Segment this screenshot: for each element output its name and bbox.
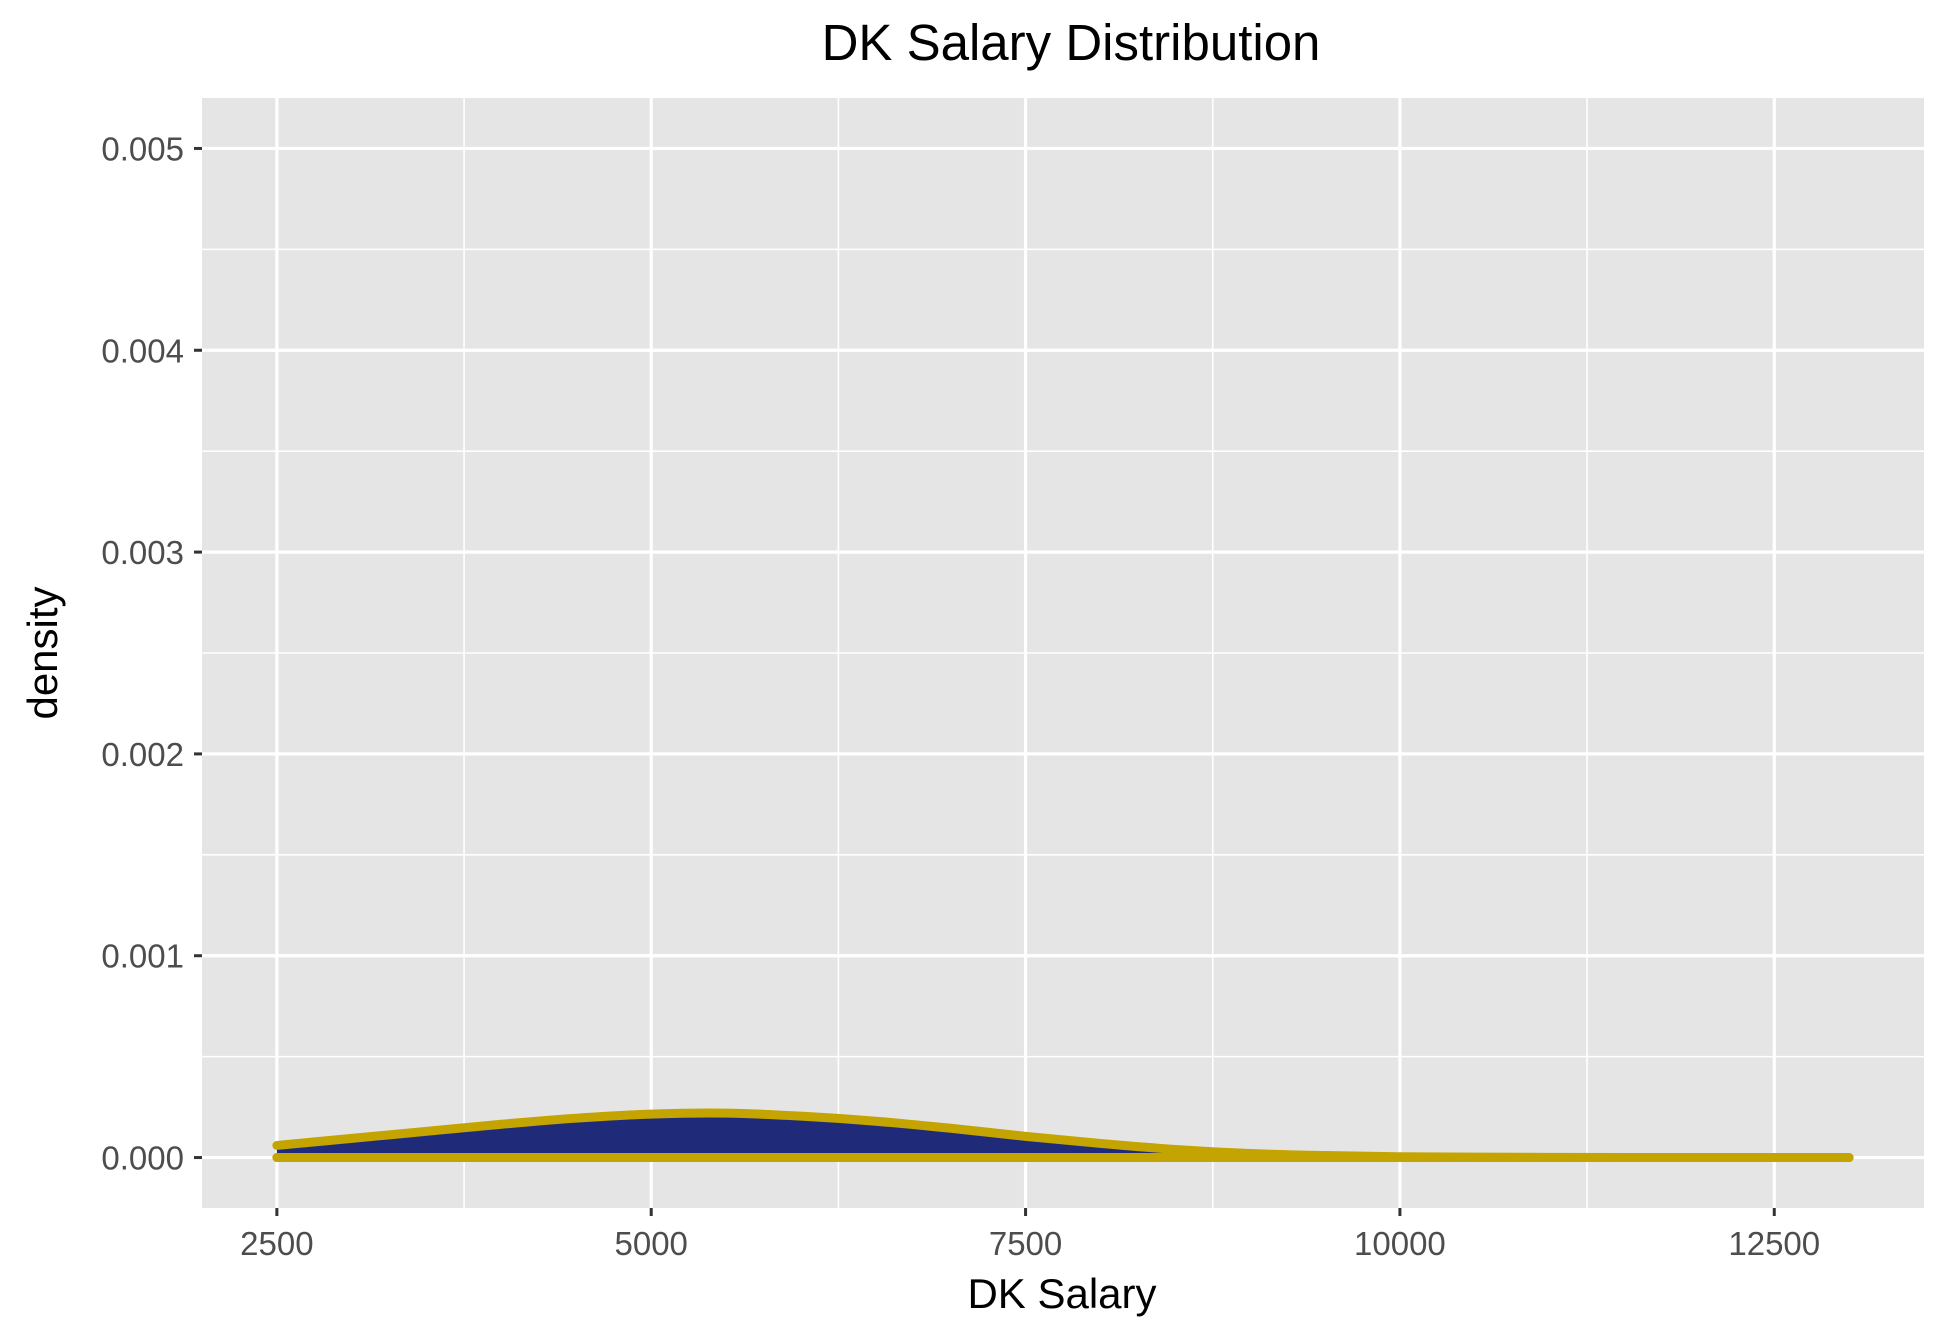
y-axis-title: density [19,586,66,719]
chart-title: DK Salary Distribution [822,14,1321,71]
x-tick-label: 2500 [240,1225,313,1262]
y-tick-label: 0.002 [101,736,184,773]
x-tick-label: 12500 [1728,1225,1820,1262]
x-tick-label: 5000 [615,1225,688,1262]
y-axis: 0.000 0.001 0.002 0.003 0.004 0.005 [101,130,202,1177]
x-tick-label: 10000 [1354,1225,1446,1262]
x-tick-label: 7500 [989,1225,1062,1262]
density-outline [272,1108,1854,1163]
y-tick-label: 0.005 [101,130,184,167]
density-area [276,1113,1850,1158]
y-tick-label: 0.000 [101,1140,184,1177]
x-axis-title: DK Salary [967,1270,1156,1317]
y-tick-label: 0.003 [101,534,184,571]
x-axis: 2500 5000 7500 10000 12500 [240,1208,1820,1262]
y-tick-label: 0.001 [101,938,184,975]
minor-gridlines [202,98,1924,1208]
y-tick-label: 0.004 [101,332,184,369]
